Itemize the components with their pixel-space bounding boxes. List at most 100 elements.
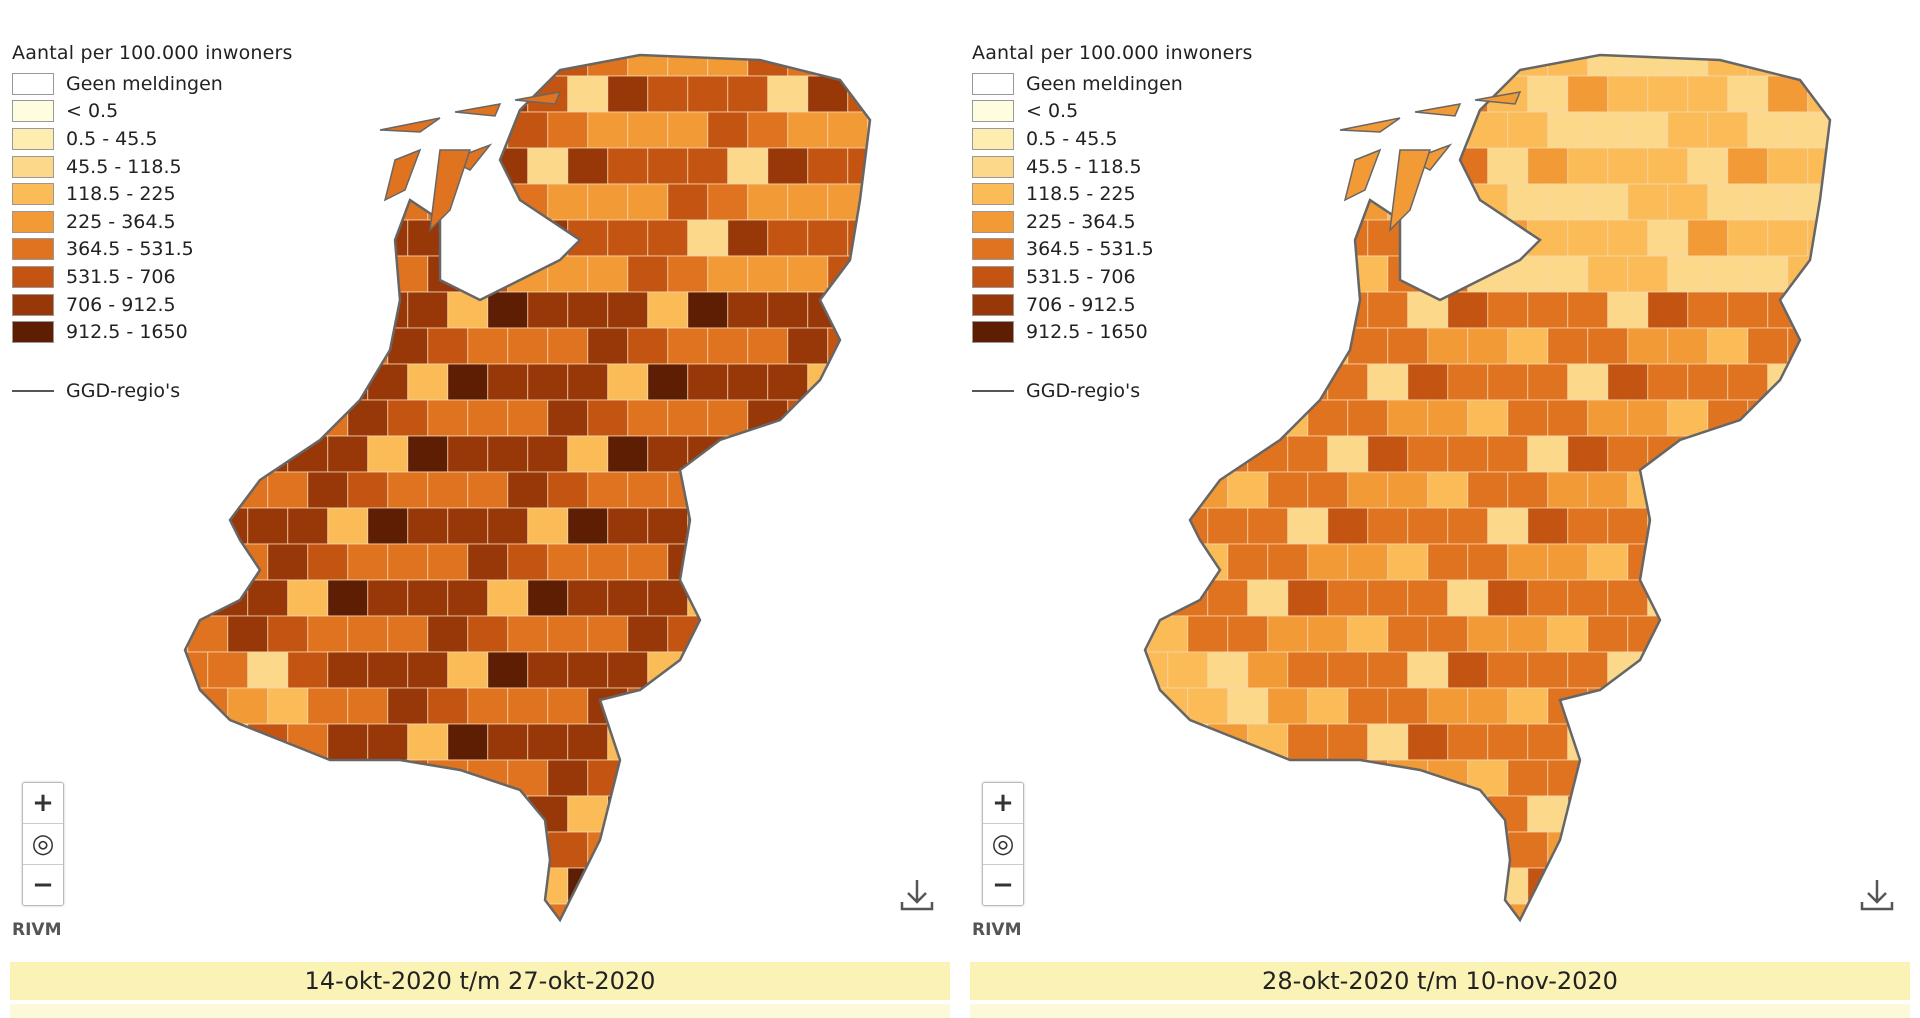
municipality[interactable]: [447, 723, 489, 761]
municipality[interactable]: [807, 507, 849, 545]
municipality[interactable]: [1727, 795, 1769, 833]
municipality[interactable]: [687, 867, 729, 905]
municipality[interactable]: [347, 471, 389, 509]
municipality[interactable]: [407, 363, 449, 401]
municipality[interactable]: [367, 75, 409, 113]
municipality[interactable]: [807, 147, 849, 185]
municipality[interactable]: [1587, 687, 1629, 725]
municipality[interactable]: [1767, 435, 1809, 473]
municipality[interactable]: [168, 507, 209, 545]
municipality[interactable]: [607, 291, 649, 329]
municipality[interactable]: [888, 220, 928, 256]
municipality[interactable]: [727, 867, 769, 905]
municipality[interactable]: [1667, 903, 1709, 940]
municipality[interactable]: [847, 147, 888, 185]
municipality[interactable]: [1848, 580, 1888, 616]
municipality[interactable]: [1547, 903, 1589, 940]
municipality[interactable]: [1267, 831, 1309, 869]
municipality[interactable]: [627, 759, 669, 797]
municipality[interactable]: [787, 903, 829, 940]
municipality[interactable]: [1147, 471, 1189, 509]
municipality[interactable]: [287, 507, 329, 545]
municipality[interactable]: [367, 579, 409, 617]
municipality[interactable]: [1587, 615, 1629, 653]
municipality[interactable]: [1567, 795, 1609, 833]
municipality[interactable]: [767, 795, 809, 833]
municipality[interactable]: [767, 363, 809, 401]
zoom-out-button[interactable]: −: [992, 870, 1014, 900]
municipality[interactable]: [487, 291, 529, 329]
municipality[interactable]: [327, 291, 369, 329]
municipality[interactable]: [168, 435, 209, 473]
municipality[interactable]: [888, 364, 928, 400]
municipality[interactable]: [1627, 399, 1669, 437]
municipality[interactable]: [1567, 147, 1609, 185]
municipality[interactable]: [1627, 903, 1669, 940]
municipality[interactable]: [1727, 147, 1769, 185]
municipality[interactable]: [707, 111, 749, 149]
municipality[interactable]: [747, 111, 789, 149]
municipality[interactable]: [1307, 903, 1349, 940]
municipality[interactable]: [567, 507, 609, 545]
municipality[interactable]: [407, 867, 449, 905]
municipality[interactable]: [1527, 147, 1569, 185]
municipality[interactable]: [647, 75, 689, 113]
municipality[interactable]: [427, 327, 469, 365]
municipality[interactable]: [447, 291, 489, 329]
municipality[interactable]: [1187, 615, 1229, 653]
municipality[interactable]: [407, 219, 449, 257]
municipality[interactable]: [1707, 111, 1749, 149]
municipality[interactable]: [1167, 795, 1209, 833]
municipality[interactable]: [1527, 723, 1569, 761]
municipality[interactable]: [267, 543, 309, 581]
municipality[interactable]: [1128, 507, 1169, 545]
municipality[interactable]: [807, 795, 849, 833]
municipality[interactable]: [1607, 291, 1649, 329]
municipality[interactable]: [1327, 579, 1369, 617]
municipality[interactable]: [1527, 75, 1569, 113]
municipality[interactable]: [1627, 111, 1669, 149]
municipality[interactable]: [747, 471, 789, 509]
municipality[interactable]: [1687, 219, 1729, 257]
municipality[interactable]: [567, 723, 609, 761]
municipality[interactable]: [1407, 507, 1449, 545]
municipality[interactable]: [1367, 363, 1409, 401]
municipality[interactable]: [627, 40, 669, 77]
municipality[interactable]: [447, 363, 489, 401]
municipality[interactable]: [267, 831, 309, 869]
municipality[interactable]: [1627, 831, 1669, 869]
municipality[interactable]: [647, 795, 689, 833]
municipality[interactable]: [627, 615, 669, 653]
municipality[interactable]: [267, 687, 309, 725]
municipality[interactable]: [727, 219, 769, 257]
municipality[interactable]: [1507, 40, 1549, 77]
municipality[interactable]: [1527, 291, 1569, 329]
municipality[interactable]: [1367, 291, 1409, 329]
municipality[interactable]: [727, 723, 769, 761]
municipality[interactable]: [707, 903, 749, 940]
municipality[interactable]: [247, 507, 289, 545]
municipality[interactable]: [1527, 579, 1569, 617]
municipality[interactable]: [1227, 543, 1269, 581]
municipality[interactable]: [1567, 867, 1609, 905]
municipality[interactable]: [1407, 795, 1449, 833]
municipality[interactable]: [207, 507, 249, 545]
municipality[interactable]: [747, 255, 789, 293]
municipality[interactable]: [727, 507, 769, 545]
municipality[interactable]: [1747, 327, 1789, 365]
municipality[interactable]: [1487, 147, 1529, 185]
municipality[interactable]: [1587, 471, 1629, 509]
municipality[interactable]: [1287, 219, 1329, 257]
municipality[interactable]: [287, 147, 329, 185]
municipality[interactable]: [687, 651, 729, 689]
municipality[interactable]: [1367, 867, 1409, 905]
municipality[interactable]: [1287, 291, 1329, 329]
municipality[interactable]: [527, 651, 569, 689]
municipality[interactable]: [1627, 327, 1669, 365]
municipality[interactable]: [1407, 363, 1449, 401]
municipality[interactable]: [1807, 579, 1848, 617]
municipality[interactable]: [1447, 579, 1489, 617]
municipality[interactable]: [1267, 543, 1309, 581]
municipality[interactable]: [367, 723, 409, 761]
municipality[interactable]: [1607, 507, 1649, 545]
